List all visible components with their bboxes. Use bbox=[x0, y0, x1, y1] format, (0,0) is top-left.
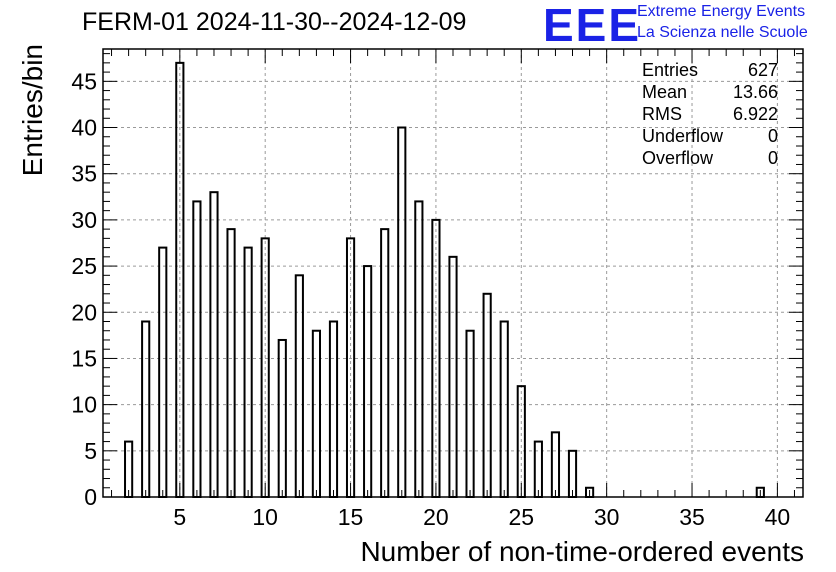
histogram-bar bbox=[380, 228, 390, 498]
histogram-bar bbox=[141, 320, 151, 498]
histogram-bar bbox=[465, 329, 475, 498]
axis-ticks bbox=[103, 49, 803, 498]
histogram-bar bbox=[482, 292, 492, 498]
stats-value: 13.66 bbox=[732, 82, 778, 102]
stats-label: Entries bbox=[642, 60, 699, 80]
x-tick-label: 15 bbox=[338, 504, 364, 530]
histogram-bar bbox=[243, 246, 253, 498]
stats-row-mean: Mean 13.66 bbox=[642, 81, 778, 103]
x-tick-label: 40 bbox=[765, 504, 791, 530]
histogram-bar bbox=[328, 320, 339, 498]
histogram-bar bbox=[277, 338, 287, 499]
y-tick-label: 35 bbox=[71, 161, 97, 187]
stats-row-rms: RMS 6.922 bbox=[642, 103, 778, 125]
histogram-bar bbox=[226, 228, 236, 498]
stats-row-overflow: Overflow 0 bbox=[642, 147, 778, 169]
histogram-bar bbox=[414, 200, 424, 498]
logo-line-1: Extreme Energy Events bbox=[637, 3, 806, 20]
y-tick-label: 20 bbox=[71, 299, 97, 325]
histogram-bar bbox=[124, 440, 134, 499]
grid-lines bbox=[103, 49, 803, 497]
histogram-bar bbox=[499, 320, 509, 498]
stats-label: RMS bbox=[642, 104, 682, 124]
stats-value: 627 bbox=[747, 60, 778, 80]
chart-title: FERM-01 2024-11-30--2024-12-09 bbox=[82, 8, 467, 36]
histogram-bar bbox=[192, 200, 202, 498]
stats-box: Entries 627 Mean 13.66 RMS 6.922 Underfl… bbox=[642, 59, 778, 169]
x-tick-label: 25 bbox=[508, 504, 534, 530]
stats-row-entries: Entries 627 bbox=[642, 59, 778, 81]
axis-tick-labels: 5 10 15 20 25 30 35 40 0 5 10 15 20 25 30 35 40 45 bbox=[71, 68, 790, 530]
y-tick-label: 15 bbox=[71, 345, 97, 371]
stats-label: Mean bbox=[642, 82, 688, 102]
histogram-bar bbox=[550, 431, 561, 498]
y-tick-label: 40 bbox=[71, 115, 97, 141]
histogram-bar bbox=[363, 265, 373, 499]
x-axis-label: Number of non-time-ordered events bbox=[360, 536, 804, 567]
stats-value: 0 bbox=[767, 126, 778, 146]
stats-label: Overflow bbox=[642, 148, 714, 168]
histogram-bar bbox=[158, 246, 168, 498]
y-tick-label: 25 bbox=[71, 253, 97, 279]
x-tick-label: 10 bbox=[252, 504, 278, 530]
y-axis-label: Entries/bin bbox=[17, 44, 48, 176]
stats-label: Underflow bbox=[642, 126, 724, 146]
logo-line-2: La Scienza nelle Scuole bbox=[637, 24, 808, 41]
histogram-bar bbox=[448, 255, 458, 498]
histogram-bar bbox=[294, 274, 304, 498]
y-tick-label: 10 bbox=[71, 392, 97, 418]
x-tick-label: 5 bbox=[173, 504, 186, 530]
x-tick-label: 20 bbox=[423, 504, 449, 530]
histogram-bar bbox=[533, 440, 543, 499]
eee-logo: EEE bbox=[543, 0, 642, 51]
stats-value: 0 bbox=[767, 148, 778, 168]
y-tick-label: 45 bbox=[71, 68, 97, 94]
y-tick-label: 5 bbox=[84, 438, 97, 464]
stats-row-underflow: Underflow 0 bbox=[642, 125, 778, 147]
y-tick-label: 30 bbox=[71, 207, 97, 233]
x-tick-label: 35 bbox=[679, 504, 705, 530]
histogram-bar bbox=[311, 329, 321, 498]
stats-value: 6.922 bbox=[732, 104, 778, 124]
x-tick-label: 30 bbox=[594, 504, 620, 530]
y-tick-label: 0 bbox=[84, 484, 97, 510]
